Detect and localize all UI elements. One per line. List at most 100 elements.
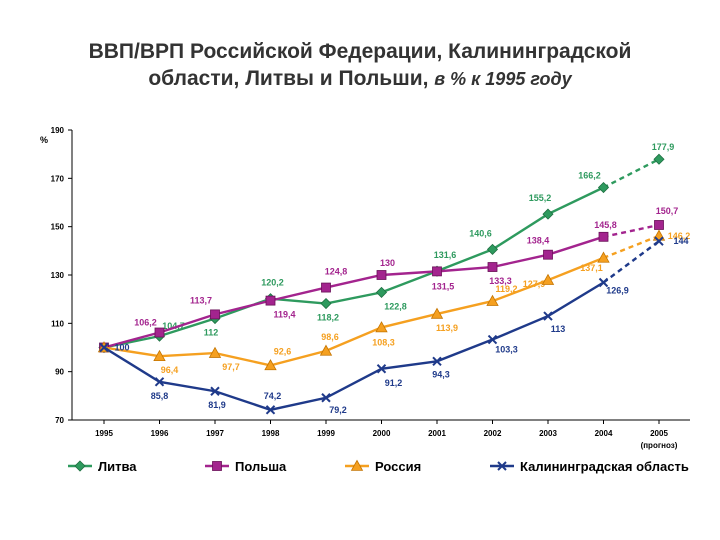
data-label: 131,6 [434, 250, 457, 260]
x-tick-label: 2005 [650, 429, 668, 438]
data-point [320, 297, 332, 310]
data-point [652, 229, 666, 241]
data-point [543, 249, 553, 260]
series-forecast-line [603, 223, 660, 238]
data-label: 97,7 [222, 362, 240, 372]
x-tick-label: 2000 [373, 429, 391, 438]
data-point [210, 309, 220, 320]
data-label: 103,3 [495, 345, 518, 355]
data-label: 113,7 [190, 295, 212, 305]
x-tick-label: 1998 [262, 429, 280, 438]
data-point-stroke2 [321, 393, 331, 403]
x-tick-label: 2003 [539, 429, 557, 438]
data-label: 100 [114, 343, 129, 353]
data-label: 113,9 [436, 323, 458, 333]
data-label: 137,1 [580, 263, 603, 273]
data-point [486, 243, 499, 255]
legend-item-4: Калининградская область [490, 459, 689, 474]
data-label: 113 [551, 324, 566, 334]
data-point [541, 273, 555, 285]
data-label: 140,6 [469, 228, 492, 238]
y-tick-label: 130 [51, 271, 65, 280]
data-point [153, 349, 166, 362]
data-point [208, 346, 222, 358]
data-label: 85,8 [151, 391, 169, 401]
series-line [103, 186, 605, 349]
y-tick-label: 90 [55, 368, 64, 377]
data-point [375, 321, 388, 333]
x-tick-label: 2002 [484, 429, 502, 438]
series-3: 96,4 97,7 92,6 98,6 108,3 113,9 119,2 127,9 137,… [103, 231, 691, 375]
data-label: 130 [380, 258, 395, 268]
data-label: 81,9 [208, 400, 226, 410]
data-label: 122,8 [384, 301, 407, 311]
legend-marker [74, 460, 86, 472]
data-label: 138,4 [527, 236, 550, 246]
y-tick-label: 150 [51, 223, 65, 232]
data-point [597, 181, 610, 194]
series-forecast-line [602, 158, 660, 189]
title-unit: в % к 1995 году [434, 69, 572, 89]
data-label: 146,2 [668, 231, 691, 241]
data-point-stroke2 [265, 405, 276, 415]
x-tick-label: 1999 [317, 429, 335, 438]
chart-title: ВВП/ВРП Российской Федерации, Калинингра… [0, 38, 720, 93]
data-point-stroke2 [210, 386, 220, 396]
data-label: 120,2 [261, 278, 284, 288]
data-point [319, 344, 333, 356]
data-label: 74,2 [264, 391, 282, 401]
title-line-2-text: области, Литвы и Польши, [148, 67, 429, 90]
data-label: 119,2 [495, 284, 517, 294]
legend-label: Калининградская область [520, 459, 689, 474]
data-point-stroke2 [99, 342, 109, 353]
data-point [486, 294, 499, 306]
data-point-stroke2 [598, 277, 609, 288]
data-point-stroke2 [376, 364, 387, 374]
x-tick-label: 1997 [206, 429, 224, 438]
data-point [264, 359, 277, 371]
data-label: 166,2 [578, 171, 601, 181]
data-point [542, 208, 554, 220]
data-label: 96,4 [161, 365, 179, 375]
series-4: 100 85,8 81,9 74,2 79,2 91,2 94,3 103,3 113 126,9… [103, 236, 689, 415]
data-point [653, 153, 665, 165]
data-point-stroke2 [432, 356, 442, 366]
data-label: 91,2 [385, 378, 403, 388]
data-label: 98,6 [321, 332, 339, 342]
x-tick-label: 1995 [95, 429, 113, 438]
data-label: 106,2 [134, 318, 157, 328]
data-label: 155,2 [529, 193, 552, 203]
data-point [154, 327, 165, 338]
data-point [376, 270, 387, 280]
data-point [654, 220, 664, 230]
data-label: 131,5 [432, 281, 455, 291]
y-tick-label: 190 [51, 126, 65, 135]
title-line-2: области, Литвы и Польши, в % к 1995 году [0, 65, 720, 93]
data-label: 104,7 [162, 321, 185, 331]
series-2: 106,2 113,7 119,4 124,8 130 131,5 133,3 138,4 14… [103, 206, 679, 349]
data-point [430, 307, 444, 319]
data-label: 79,2 [329, 405, 347, 415]
legend-label: Россия [375, 459, 421, 474]
data-point [432, 266, 442, 277]
data-point-stroke2 [487, 334, 498, 345]
data-label: 127,9 [523, 279, 546, 289]
data-label: 124,8 [325, 267, 348, 277]
y-tick-label: 70 [55, 416, 64, 425]
data-point [597, 251, 610, 263]
y-tick-label: 110 [51, 319, 64, 328]
data-label: 133,3 [489, 276, 512, 286]
series-line [103, 256, 604, 367]
x-tick-label: 1996 [151, 429, 169, 438]
series-line [103, 235, 604, 349]
forecast-note: (прогноз) [641, 441, 678, 450]
legend-label: Польша [235, 459, 287, 474]
data-point-stroke2 [654, 236, 664, 246]
data-point [487, 262, 498, 272]
data-label: 144 [673, 236, 688, 246]
legend-label: Литва [98, 459, 137, 474]
data-point [321, 282, 331, 293]
legend-marker [350, 459, 364, 471]
data-label: 150,7 [656, 206, 679, 216]
